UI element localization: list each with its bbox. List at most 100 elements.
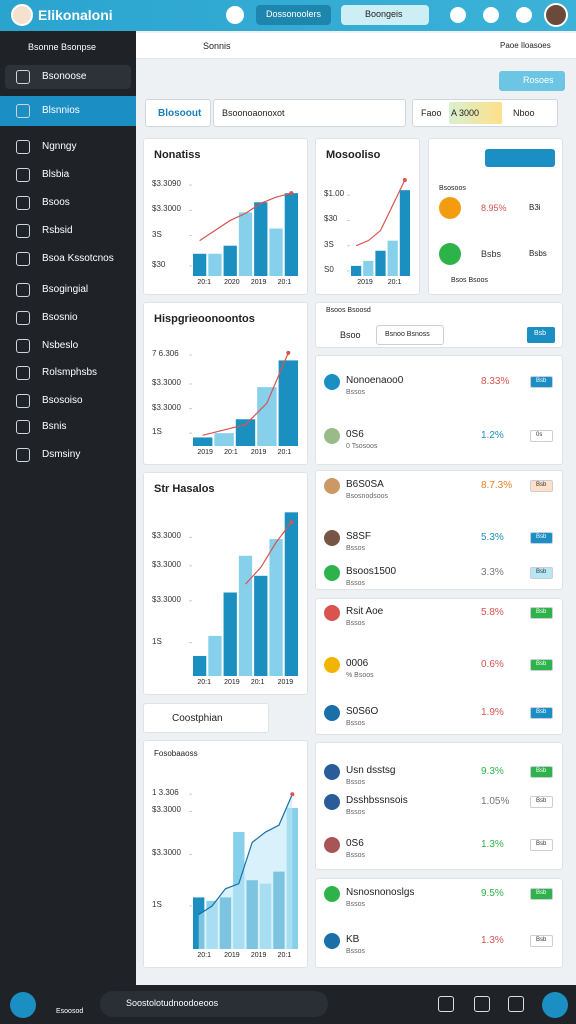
x-tick-label: 2019 [357,279,373,286]
footer-search[interactable]: Soostolotudnoodoeoos [100,991,328,1017]
y-tick-label: $3.3000 [152,204,181,214]
nav-item[interactable]: Blsbia [42,169,70,180]
header-pill[interactable]: Boongeis [341,5,429,25]
chart [347,178,410,276]
item-sub: Bssos [346,809,366,816]
filter-option[interactable]: A 3000 [451,108,480,118]
item-name[interactable]: Dsshbssnsois [346,795,408,806]
chart-card: Str Hasalos $3.3000 $3.3000 $3.3000 1S 20:1 20… [143,472,308,695]
item-badge[interactable]: Bsb [530,796,553,808]
item-name[interactable]: 0S6 [346,429,364,440]
item-icon[interactable] [324,565,340,581]
item-value: 1.2% [481,430,504,441]
footer-icon[interactable] [438,996,454,1012]
item-icon[interactable] [324,530,340,546]
item-icon[interactable] [324,837,340,853]
badge-text: 0s [536,432,543,438]
item-badge[interactable]: Bsb [530,888,553,900]
button-text: Rosoes [523,75,554,85]
footer-icon[interactable] [508,996,524,1012]
alert-icon[interactable] [226,6,244,24]
y-tick-label: S0 [324,264,334,274]
toolbar [136,33,576,59]
item-badge[interactable]: Bsb [530,839,553,851]
x-tick-label: 20:1 [197,952,211,959]
nav-item[interactable]: Bsonoose [42,71,87,82]
bar [254,202,268,276]
nav-item[interactable]: Rsbsid [42,225,73,236]
item-name[interactable]: 0S6 [346,838,364,849]
item-icon[interactable] [324,374,340,390]
nav-item[interactable]: Bsoos [42,197,70,208]
list-tab2[interactable]: Bsnoo Bsnoss [376,325,444,345]
item-icon[interactable] [324,764,340,780]
nav-item[interactable]: Bsosnio [42,312,78,323]
item-icon[interactable] [324,605,340,621]
y-tick-label: 1S [152,636,162,646]
nav-item[interactable]: Dsmsiny [42,449,81,460]
chart-title: Nonatiss [154,149,201,161]
nav-item[interactable]: Bsoa Kssotcnos [42,253,114,264]
item-badge[interactable]: 0s [530,430,553,442]
filter-option[interactable]: Faoo [421,108,442,118]
item-name[interactable]: S0S6O [346,706,379,717]
item-name[interactable]: Rsit Aoe [346,606,384,617]
bar [269,228,283,276]
coupon-text[interactable]: Coostphian [172,713,223,724]
item-badge[interactable]: Bsb [530,766,553,778]
filter-option[interactable]: Nboo [513,108,535,118]
fab-left[interactable] [10,992,36,1018]
item-name[interactable]: KB [346,934,360,945]
item-icon[interactable] [324,657,340,673]
fab-right[interactable] [542,992,568,1018]
item-badge[interactable]: Bsb [530,532,553,544]
item-badge[interactable]: Bsb [530,607,553,619]
nav-item[interactable]: Rolsmphsbs [42,367,98,378]
item-name[interactable]: S8SF [346,531,372,542]
avatar[interactable] [544,3,568,27]
grid-icon[interactable] [516,7,532,23]
item-name[interactable]: 0006 [346,658,369,669]
item-badge[interactable]: Bsb [530,935,553,947]
nav-item[interactable]: Bsosoiso [42,395,83,406]
chart-title: Str Hasalos [154,483,215,495]
item-icon[interactable] [324,794,340,810]
footer-icon[interactable] [474,996,490,1012]
item-icon[interactable] [324,428,340,444]
list-tab[interactable]: Bsoo [340,330,361,340]
item-badge[interactable]: Bsb [530,707,553,719]
item-icon[interactable] [324,933,340,949]
nav-item[interactable]: Bsogingial [42,284,89,295]
item-badge[interactable]: Bsb [530,659,553,671]
y-tick-label: 1S [152,427,162,437]
item-icon[interactable] [324,705,340,721]
nav-item[interactable]: Bsnis [42,421,67,432]
nav-item[interactable]: Ngnngy [42,141,77,152]
item-badge[interactable]: Bsb [530,567,553,579]
summary-value: 8.95% [481,203,507,213]
filter-search[interactable]: Bsoonoaonoxot [213,99,406,127]
item-badge[interactable]: Bsb [530,480,553,492]
header-search[interactable]: Dossonoolers [256,5,331,25]
item-name[interactable]: Nsnosnonoslgs [346,887,415,898]
item-name[interactable]: Bsoos1500 [346,566,397,577]
item-name[interactable]: Nonoenaoo0 [346,375,404,386]
bell-icon[interactable] [450,7,466,23]
nav-item[interactable]: Blsnnios [42,105,80,116]
item-icon[interactable] [324,886,340,902]
clock-icon[interactable] [483,7,499,23]
filter-tab[interactable]: Blosoout [145,99,211,127]
trend-line [199,192,292,242]
refresh-button[interactable]: Rosoes [499,71,565,91]
item-sub: Bssos [346,580,366,587]
item-badge[interactable]: Bsb [530,376,553,388]
nav-item[interactable]: Nsbeslo [42,340,79,351]
y-tick-label: $3.3000 [152,402,181,412]
item-name[interactable]: B6S0SA [346,479,384,490]
footer-home[interactable]: Esoosod [56,1008,84,1015]
item-name[interactable]: Usn dsstsg [346,765,396,776]
item-sub: Bssos [346,852,366,859]
item-icon[interactable] [324,478,340,494]
summary-value: Bsbs [481,249,502,259]
list-button[interactable]: Bsb [527,327,555,343]
